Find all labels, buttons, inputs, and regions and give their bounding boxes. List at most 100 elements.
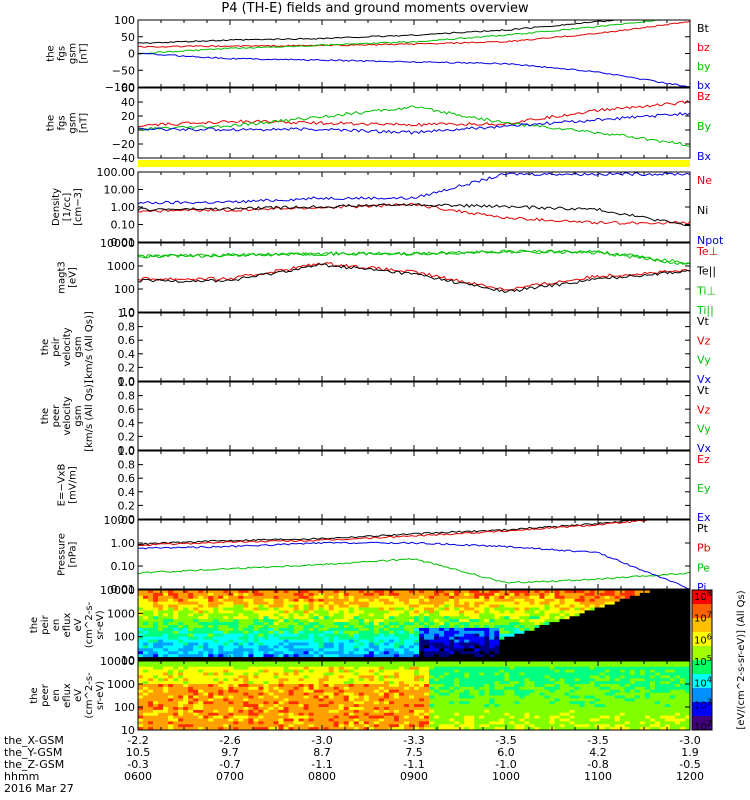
spectro-cell bbox=[564, 669, 571, 674]
spectro-cell bbox=[474, 678, 480, 682]
spectro-cell bbox=[263, 657, 269, 661]
spectro-cell bbox=[293, 709, 300, 714]
spectro-cell bbox=[403, 651, 410, 655]
spectro-cell bbox=[193, 616, 199, 620]
spectro-cell bbox=[233, 666, 239, 671]
spectro-cell bbox=[368, 727, 375, 731]
spectro-cell bbox=[368, 625, 375, 629]
spectro-cell bbox=[338, 721, 345, 725]
spectro-cell bbox=[298, 590, 305, 594]
spectro-cell bbox=[313, 707, 320, 711]
spectro-cell bbox=[398, 604, 405, 608]
spectro-cell bbox=[253, 622, 259, 626]
spectro-cell bbox=[454, 663, 460, 668]
spectro-cell bbox=[278, 709, 285, 714]
spectro-cell bbox=[444, 616, 450, 620]
spectro-cell bbox=[664, 645, 671, 649]
spectro-cell bbox=[148, 625, 154, 629]
spectro-cell bbox=[293, 718, 300, 722]
spectro-cell bbox=[148, 701, 154, 705]
spectro-cell bbox=[489, 622, 495, 626]
spectro-cell bbox=[529, 721, 535, 725]
spectro-cell bbox=[223, 595, 229, 600]
spectro-cell bbox=[143, 681, 149, 685]
spectro-cell bbox=[504, 669, 510, 674]
spectro-cell bbox=[589, 616, 596, 620]
spectro-cell bbox=[524, 727, 530, 731]
spectro-cell bbox=[308, 681, 315, 685]
spectro-cell bbox=[494, 639, 500, 643]
spectro-cell bbox=[243, 627, 249, 632]
spectro-cell bbox=[313, 661, 320, 665]
spectro-cell bbox=[293, 698, 300, 702]
spectro-cell bbox=[273, 645, 280, 649]
spectro-cell bbox=[153, 595, 159, 600]
spectro-cell bbox=[348, 689, 355, 694]
spectro-cell bbox=[434, 651, 440, 655]
spectro-cell bbox=[403, 622, 410, 626]
spectro-cell bbox=[233, 724, 239, 728]
spectro-cell bbox=[223, 633, 229, 638]
spectro-cell bbox=[328, 627, 335, 632]
spectro-cell bbox=[298, 715, 305, 720]
spectro-cell bbox=[434, 636, 440, 641]
spectro-cell bbox=[288, 648, 295, 652]
spectro-cell bbox=[303, 613, 310, 617]
spectro-cell bbox=[313, 727, 320, 731]
spectro-cell bbox=[303, 642, 310, 646]
spectro-cell bbox=[559, 630, 566, 635]
spectro-cell bbox=[554, 684, 561, 688]
spectro-cell bbox=[303, 657, 310, 661]
spectro-cell bbox=[609, 721, 616, 725]
spectro-cell bbox=[338, 686, 345, 691]
spectro-cell bbox=[388, 715, 395, 720]
spectro-cell bbox=[298, 654, 305, 658]
spectro-cell bbox=[414, 709, 420, 714]
spectro-cell bbox=[393, 724, 400, 728]
spectro-cell bbox=[228, 619, 234, 623]
spectro-cell bbox=[353, 704, 360, 708]
spectro-cell bbox=[328, 704, 335, 708]
spectro-cell bbox=[519, 709, 525, 714]
spectro-cell bbox=[378, 701, 385, 705]
spectro-cell bbox=[619, 727, 626, 731]
spectro-cell bbox=[333, 610, 340, 614]
spectro-cell bbox=[148, 712, 154, 717]
spectro-cell bbox=[283, 724, 290, 728]
spectro-cell bbox=[323, 625, 330, 629]
spectro-cell bbox=[388, 718, 395, 722]
spectro-cell bbox=[233, 712, 239, 717]
spectro-cell bbox=[378, 715, 385, 720]
spectro-cell bbox=[403, 607, 410, 611]
spectro-cell bbox=[343, 636, 350, 641]
spectro-cell bbox=[298, 669, 305, 674]
spectro-cell bbox=[674, 595, 681, 600]
spectro-cell bbox=[218, 654, 224, 658]
spectro-cell bbox=[213, 657, 219, 661]
spectro-cell bbox=[318, 712, 325, 717]
spectro-cell bbox=[298, 625, 305, 629]
spectro-cell bbox=[378, 681, 385, 685]
spectro-cell bbox=[223, 619, 229, 623]
spectro-cell bbox=[248, 684, 254, 688]
spectro-cell bbox=[348, 695, 355, 699]
spectro-cell bbox=[218, 675, 224, 679]
spectro-cell bbox=[348, 712, 355, 717]
spectro-cell bbox=[188, 715, 194, 720]
spectro-cell bbox=[213, 692, 219, 697]
spectro-cell bbox=[383, 642, 390, 646]
spectro-cell bbox=[198, 724, 204, 728]
spectro-cell bbox=[559, 698, 566, 702]
spectro-cell bbox=[454, 595, 460, 600]
spectro-cell bbox=[579, 654, 586, 658]
spectro-cell bbox=[554, 669, 561, 674]
spectro-cell bbox=[594, 684, 601, 688]
spectro-cell bbox=[253, 672, 259, 676]
spectro-cell bbox=[268, 654, 274, 658]
spectro-cell bbox=[419, 616, 425, 620]
spectro-cell bbox=[504, 654, 510, 658]
spectro-cell bbox=[474, 672, 480, 676]
spectro-cell bbox=[198, 645, 204, 649]
spectro-cell bbox=[153, 689, 159, 694]
spectro-cell bbox=[509, 692, 515, 697]
